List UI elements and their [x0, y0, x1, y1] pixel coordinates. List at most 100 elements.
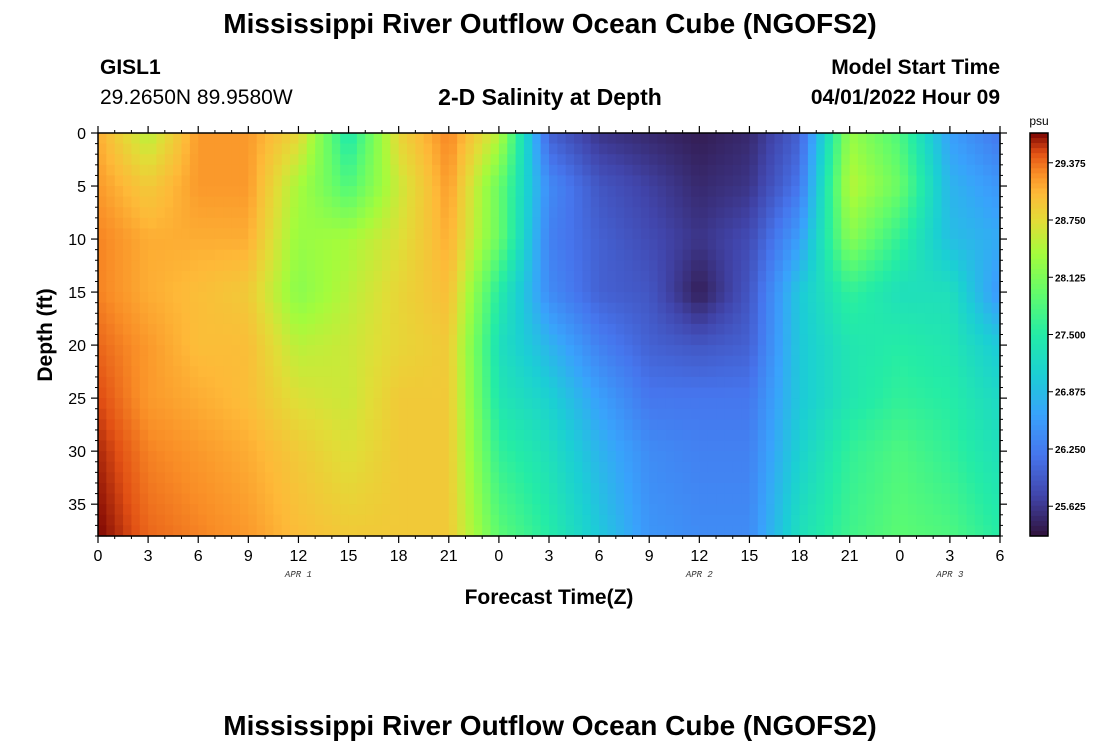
heatmap-cell — [858, 260, 867, 272]
heatmap-cell — [156, 175, 166, 187]
heatmap-cell — [849, 334, 859, 346]
heatmap-cell — [632, 387, 642, 399]
heatmap-cell — [231, 376, 241, 389]
heatmap-cell — [415, 334, 425, 346]
heatmap-cell — [941, 398, 951, 410]
heatmap-cell — [306, 281, 316, 293]
heatmap-cell — [983, 196, 993, 208]
heatmap-cell — [916, 472, 926, 484]
heatmap-cell — [306, 408, 316, 420]
heatmap-cell — [156, 164, 166, 177]
heatmap-cell — [139, 302, 149, 314]
heatmap-cell — [432, 525, 442, 537]
heatmap-cell — [649, 398, 659, 410]
heatmap-cell — [256, 323, 266, 336]
heatmap-cell — [248, 493, 258, 505]
heatmap-cell — [674, 228, 684, 240]
heatmap-cell — [565, 504, 575, 516]
heatmap-cell — [148, 292, 158, 304]
heatmap-cell — [858, 472, 867, 484]
heatmap-cell — [574, 281, 584, 293]
heatmap-cell — [390, 217, 400, 230]
heatmap-cell — [198, 493, 208, 505]
heatmap-cell — [315, 207, 325, 219]
heatmap-cell — [265, 260, 274, 272]
heatmap-cell — [114, 334, 124, 346]
heatmap-cell — [799, 281, 809, 293]
heatmap-cell — [557, 461, 567, 473]
heatmap-cell — [398, 440, 408, 452]
heatmap-cell — [231, 175, 241, 187]
heatmap-cell — [665, 398, 675, 410]
heatmap-cell — [599, 408, 609, 420]
heatmap-cell — [891, 239, 901, 251]
heatmap-cell — [791, 419, 801, 431]
heatmap-cell — [766, 504, 776, 516]
heatmap-cell — [841, 239, 851, 251]
colorbar-segment — [1030, 480, 1048, 487]
heatmap-cell — [256, 514, 266, 526]
heatmap-cell — [799, 376, 809, 389]
heatmap-cell — [515, 419, 525, 431]
heatmap-cell — [181, 440, 191, 452]
heatmap-cell — [248, 133, 258, 145]
heatmap-cell — [139, 196, 149, 208]
heatmap-cell — [106, 186, 116, 198]
heatmap-cell — [974, 355, 984, 367]
colorbar-segment — [1030, 470, 1048, 477]
heatmap-cell — [432, 398, 442, 410]
heatmap-cell — [757, 133, 767, 145]
heatmap-cell — [707, 472, 717, 484]
heatmap-cell — [131, 514, 141, 526]
heatmap-cell — [874, 186, 884, 198]
heatmap-cell — [256, 387, 266, 399]
heatmap-cell — [682, 493, 692, 505]
heatmap-cell — [774, 355, 784, 367]
heatmap-cell — [106, 525, 116, 537]
heatmap-cell — [665, 461, 675, 473]
heatmap-cell — [465, 525, 475, 537]
heatmap-cell — [148, 186, 158, 198]
heatmap-cell — [298, 429, 308, 442]
heatmap-cell — [189, 217, 199, 230]
heatmap-cell — [590, 472, 600, 484]
heatmap-cell — [98, 398, 107, 410]
heatmap-cell — [549, 196, 558, 208]
heatmap-cell — [523, 355, 533, 367]
colorbar-segment — [1030, 339, 1048, 346]
colorbar: psu29.37528.75028.12527.50026.87526.2502… — [1029, 114, 1086, 537]
heatmap-cell — [407, 249, 416, 261]
heatmap-cell — [632, 281, 642, 293]
heatmap-cell — [858, 440, 867, 452]
heatmap-cell — [448, 429, 458, 442]
heatmap-cell — [540, 355, 550, 367]
heatmap-cell — [991, 302, 1001, 314]
heatmap-cell — [206, 355, 216, 367]
heatmap-cell — [916, 260, 926, 272]
heatmap-cell — [924, 419, 934, 431]
heatmap-cell — [983, 355, 993, 367]
heatmap-cell — [365, 482, 375, 495]
heatmap-cell — [106, 482, 116, 495]
heatmap-cell — [732, 270, 742, 283]
heatmap-cell — [649, 504, 659, 516]
heatmap-cell — [749, 270, 759, 283]
heatmap-cell — [966, 504, 976, 516]
heatmap-cell — [557, 239, 567, 251]
heatmap-cell — [248, 334, 258, 346]
heatmap-cell — [206, 419, 216, 431]
heatmap-cell — [415, 196, 425, 208]
heatmap-cell — [766, 313, 776, 325]
heatmap-cell — [874, 419, 884, 431]
heatmap-cell — [908, 239, 918, 251]
heatmap-cell — [933, 482, 943, 495]
heatmap-cell — [941, 493, 951, 505]
heatmap-cell — [256, 270, 266, 283]
heatmap-cell — [281, 419, 291, 431]
heatmap-cell — [557, 387, 567, 399]
heatmap-cell — [866, 217, 876, 230]
heatmap-cell — [732, 334, 742, 346]
heatmap-cell — [858, 217, 867, 230]
heatmap-cell — [515, 514, 525, 526]
heatmap-cell — [340, 366, 350, 378]
